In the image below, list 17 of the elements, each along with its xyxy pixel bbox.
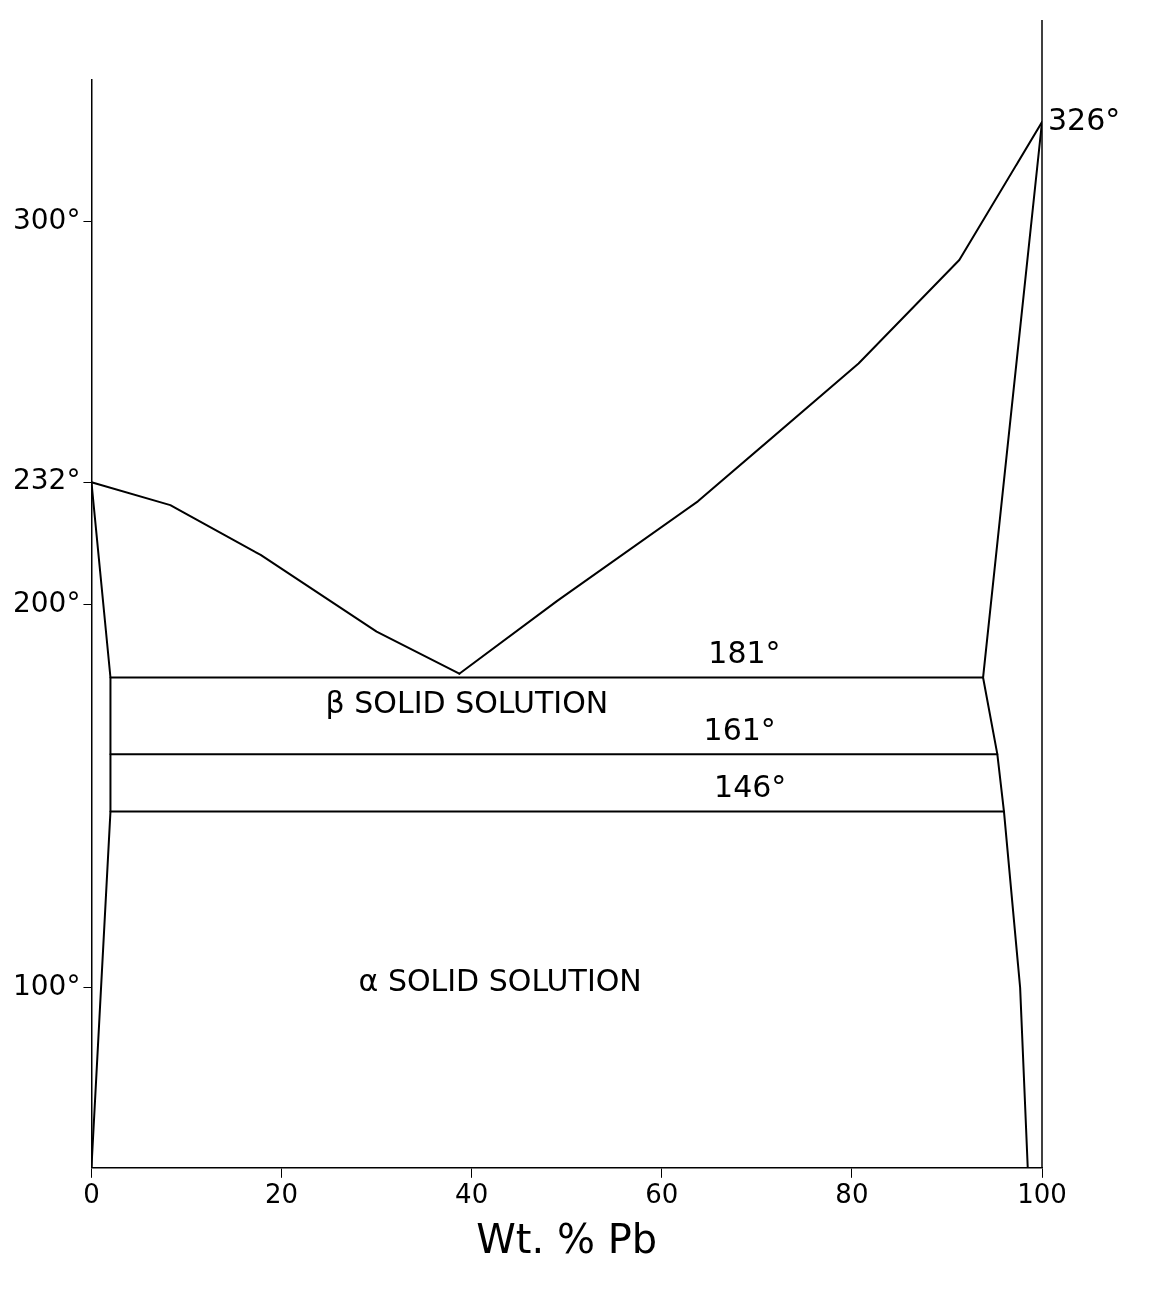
x-tick-label: 20 bbox=[265, 1179, 299, 1210]
x-tick-label: 0 bbox=[83, 1179, 100, 1210]
x-tick-label: 80 bbox=[835, 1179, 869, 1210]
y-tick-label: 300° bbox=[12, 203, 81, 236]
annotation: 146° bbox=[714, 769, 787, 805]
x-tick-label: 40 bbox=[455, 1179, 489, 1210]
annotation: α SOLID SOLUTION bbox=[358, 962, 642, 998]
y-tick-label: 200° bbox=[12, 586, 81, 620]
x-axis-title: Wt. % Pb bbox=[476, 1216, 658, 1263]
annotation: 161° bbox=[703, 711, 776, 747]
annotation: 181° bbox=[708, 635, 781, 671]
annotation: 326° bbox=[1048, 101, 1121, 137]
y-tick-label: 232° bbox=[12, 463, 81, 497]
x-tick-label: 100 bbox=[1017, 1179, 1067, 1210]
x-tick-label: 60 bbox=[645, 1179, 679, 1210]
y-tick-label: 100° bbox=[12, 969, 81, 1003]
annotation: β SOLID SOLUTION bbox=[325, 685, 609, 721]
